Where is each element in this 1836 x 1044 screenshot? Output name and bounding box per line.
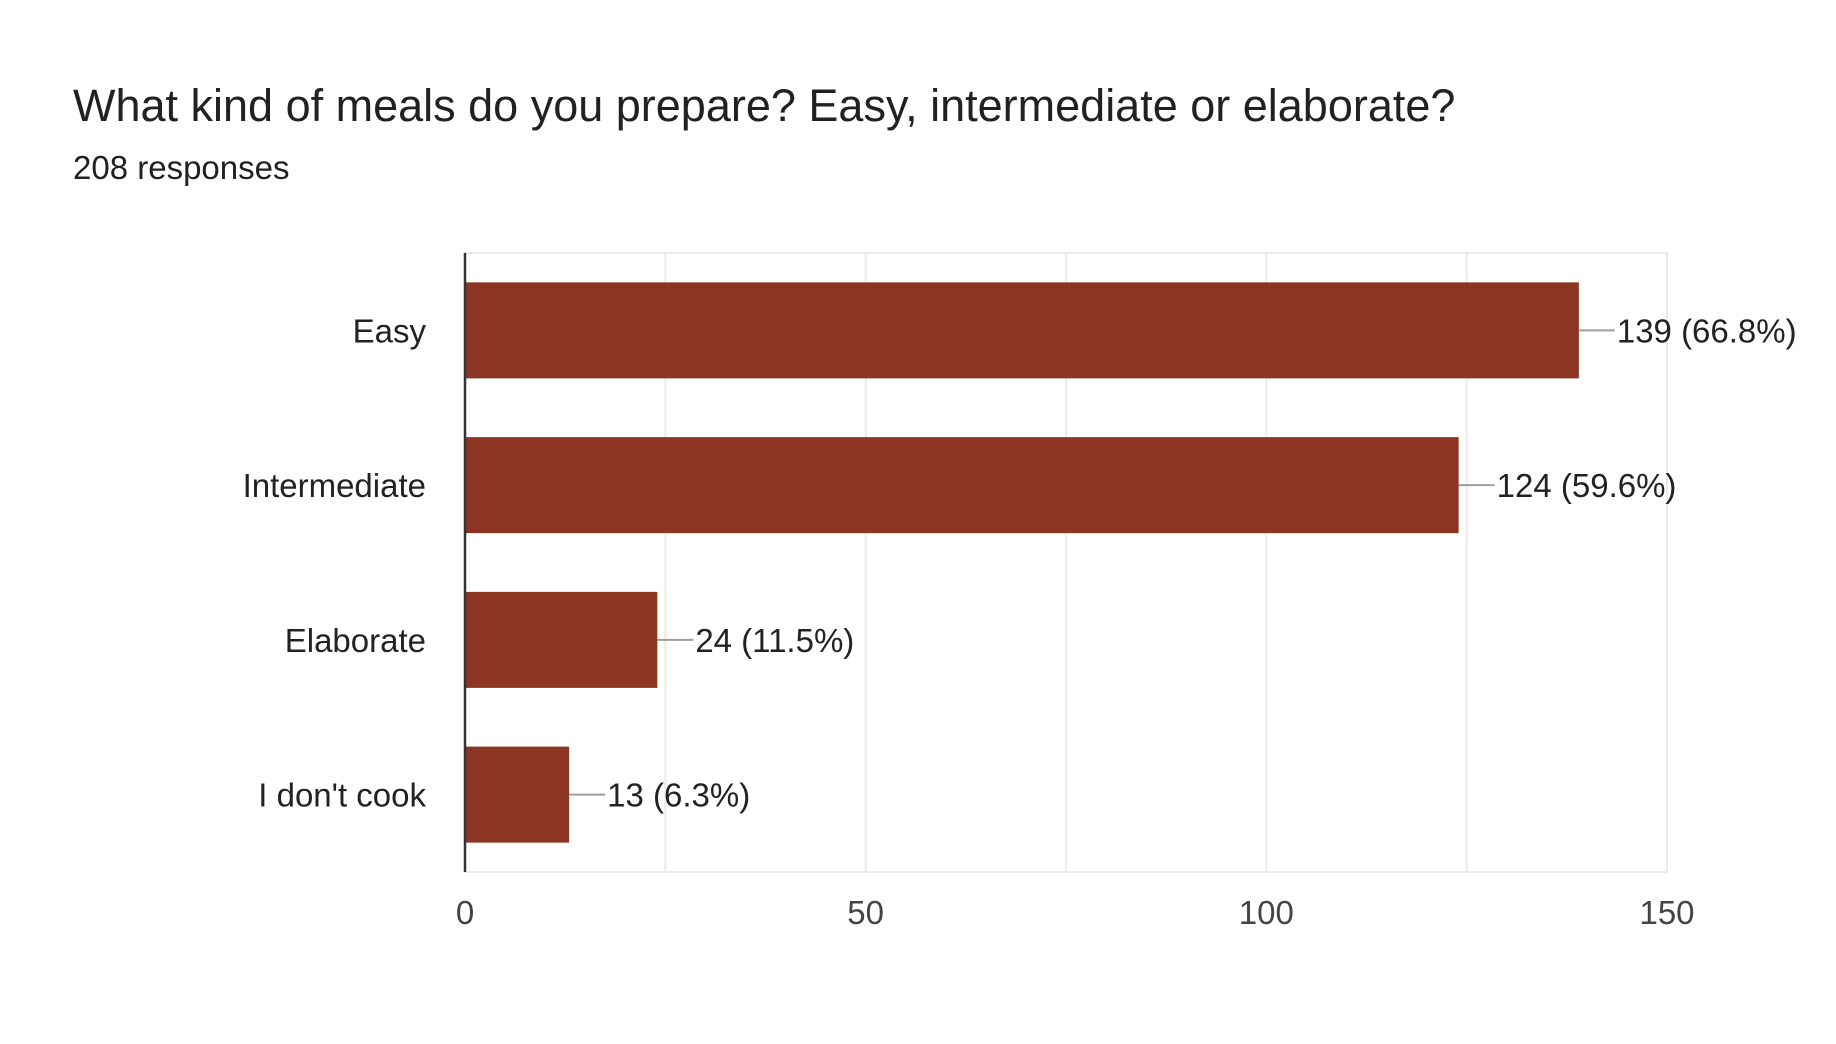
chart-title: What kind of meals do you prepare? Easy,… [73,80,1456,131]
category-label: I don't cook [258,777,426,814]
bar-3 [465,746,570,843]
x-tick-label: 100 [1239,894,1294,931]
bar-0 [465,282,1579,379]
x-tick-label: 0 [456,894,474,931]
x-tick-label: 50 [847,894,884,931]
response-count: 208 responses [73,149,290,186]
bar-1 [465,437,1459,534]
data-label: 24 (11.5%) [695,622,854,659]
data-label: 124 (59.6%) [1497,467,1677,504]
category-label: Easy [353,312,427,349]
x-tick-label: 150 [1639,894,1694,931]
data-label: 139 (66.8%) [1617,312,1797,349]
category-label: Elaborate [285,622,426,659]
data-label: 13 (6.3%) [607,777,750,814]
category-label: Intermediate [243,467,426,504]
bar-2 [465,591,658,688]
